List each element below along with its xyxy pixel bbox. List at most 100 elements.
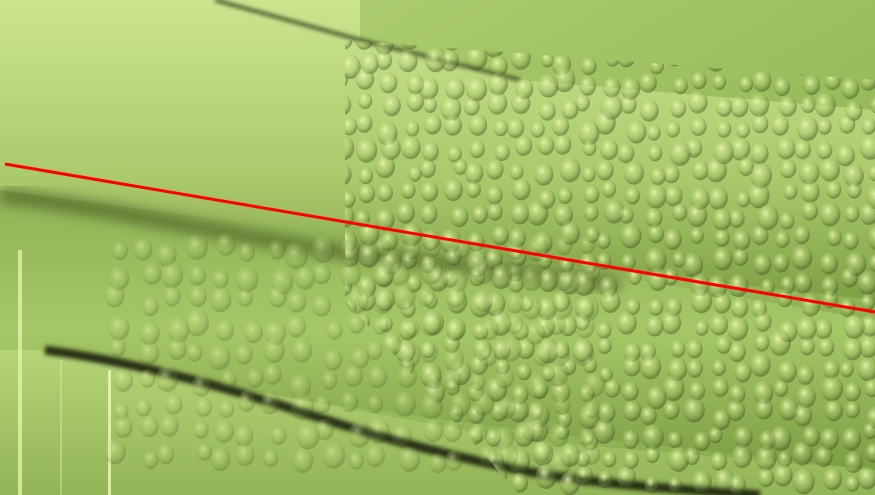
bump	[375, 154, 395, 179]
bump	[801, 96, 816, 114]
bump	[548, 422, 569, 448]
bump	[803, 75, 820, 96]
bump	[712, 207, 732, 231]
top-seam	[214, 0, 521, 82]
bump	[772, 253, 790, 273]
bump	[524, 321, 546, 345]
bump	[750, 352, 771, 377]
bump	[345, 286, 369, 314]
bump	[798, 160, 820, 185]
bump	[507, 263, 523, 282]
bump	[660, 310, 682, 335]
bump	[576, 294, 599, 322]
bump	[322, 442, 346, 469]
bump	[857, 357, 875, 382]
bump	[793, 404, 813, 427]
bump	[559, 157, 581, 183]
bump	[108, 315, 130, 341]
bump	[620, 94, 637, 114]
bump	[188, 285, 207, 308]
bump	[510, 472, 529, 493]
bump	[235, 443, 255, 467]
bump	[665, 121, 681, 138]
bump	[818, 337, 835, 357]
bump	[709, 313, 729, 336]
bump	[662, 375, 685, 402]
bump	[379, 71, 398, 94]
bump	[441, 368, 462, 392]
bump	[575, 94, 590, 112]
bump	[583, 204, 599, 222]
bump	[207, 343, 231, 371]
bump	[732, 247, 749, 267]
bump	[667, 430, 683, 449]
bump	[343, 364, 364, 387]
red-measurement-line[interactable]	[4, 162, 875, 314]
bump	[553, 394, 571, 416]
bump	[639, 72, 657, 93]
bump	[424, 46, 447, 73]
bump	[736, 191, 751, 208]
bump	[792, 468, 815, 495]
bump	[864, 378, 875, 398]
bump	[575, 465, 593, 486]
bump	[509, 163, 524, 180]
bump	[375, 208, 395, 231]
bump	[510, 202, 530, 225]
bump	[712, 408, 731, 431]
bump	[730, 95, 749, 118]
bump	[625, 298, 641, 315]
bump	[195, 397, 213, 417]
bump	[472, 258, 495, 285]
bump	[575, 315, 595, 339]
bump	[729, 136, 751, 161]
bump	[794, 139, 811, 160]
bump	[538, 101, 556, 121]
bump	[756, 204, 779, 231]
bump	[858, 334, 875, 358]
bump	[752, 253, 772, 276]
bump	[645, 183, 667, 209]
bump	[139, 341, 160, 366]
bump	[683, 397, 705, 423]
bump	[712, 292, 732, 314]
bump	[444, 449, 463, 471]
bump	[728, 209, 745, 228]
bump	[553, 66, 576, 93]
bump	[445, 320, 464, 342]
bump	[291, 338, 313, 363]
bump	[596, 321, 612, 339]
bump	[443, 347, 464, 372]
bump	[844, 204, 860, 223]
bump	[403, 239, 421, 260]
bump	[521, 414, 545, 443]
bump	[817, 118, 832, 135]
bump	[345, 163, 352, 186]
bump	[792, 441, 813, 466]
bump	[845, 401, 860, 419]
bump	[748, 92, 770, 117]
bump	[623, 355, 641, 377]
bump	[263, 337, 285, 364]
bump	[796, 316, 817, 341]
bump	[465, 76, 488, 102]
bump	[819, 252, 838, 275]
bump	[445, 283, 466, 308]
bump	[578, 120, 600, 146]
bump-texture-lower	[104, 233, 606, 477]
bump	[780, 275, 796, 294]
bump	[863, 421, 875, 440]
bump	[235, 266, 259, 293]
bump	[600, 289, 621, 313]
bump	[191, 374, 211, 397]
bump	[420, 181, 439, 202]
bump	[142, 262, 162, 285]
bump	[424, 238, 441, 258]
bump	[842, 231, 859, 250]
bump	[819, 427, 840, 451]
bump	[732, 229, 751, 251]
bump	[398, 49, 418, 73]
bump	[398, 446, 421, 472]
bump	[844, 381, 861, 402]
